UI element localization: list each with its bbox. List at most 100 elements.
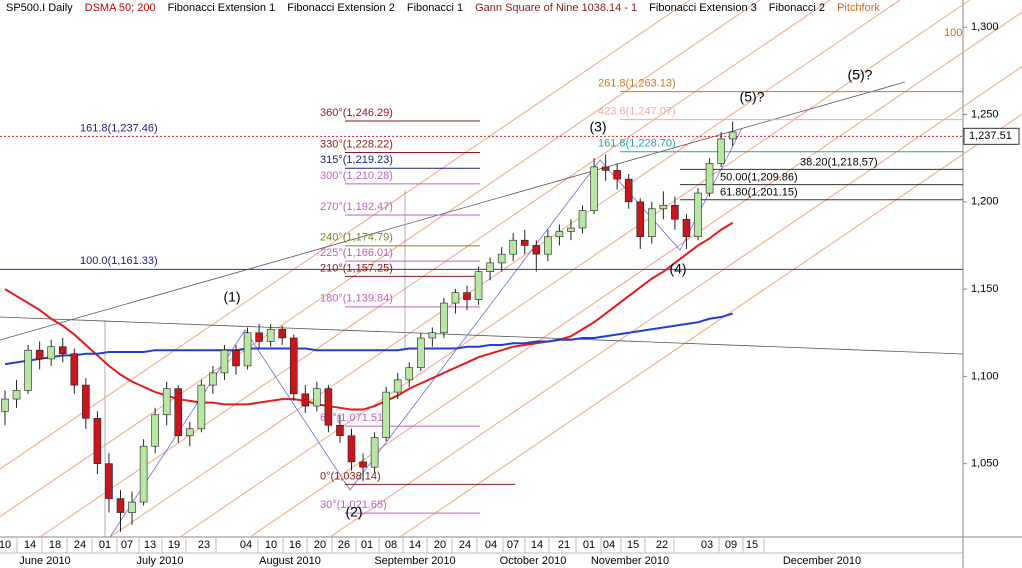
candle-body (266, 328, 275, 342)
candle-body (128, 501, 136, 513)
candle-body (370, 437, 379, 468)
month-label: June 2010 (19, 555, 70, 567)
wave-lines (109, 127, 743, 538)
gann-label: 240°(1,174.79) (320, 232, 393, 244)
candle-body (590, 166, 598, 211)
candle-body (624, 178, 633, 203)
candle-body (255, 332, 263, 342)
candle-body (324, 388, 333, 426)
candle-body (451, 292, 460, 304)
gann-label: 0°(1,038.14) (320, 470, 381, 482)
toolbar-item[interactable]: Gann Square of Nine 1038.14 - 1 (475, 2, 638, 14)
candle-body (474, 271, 483, 300)
candle-body (197, 384, 206, 430)
candle-body (93, 417, 102, 464)
gann-label: 60°(1,071.51) (320, 412, 387, 424)
candle-body (151, 414, 159, 447)
candle-body (186, 428, 194, 437)
candle-body (82, 384, 90, 419)
y-tick-label: 1,150 (971, 283, 999, 295)
candle-body (532, 245, 541, 255)
moving-average (4, 312, 733, 366)
toolbar-item[interactable]: Fibonacci Extension 2 (287, 2, 395, 14)
candle-body (347, 435, 356, 463)
candle-body (359, 461, 367, 468)
level-label: 161.8(1,237.46) (80, 122, 158, 134)
last-price-label: 1,237.51 (969, 130, 1012, 142)
x-tick-label: 26 (338, 539, 350, 551)
candle-body (416, 337, 425, 368)
gann-label: 180°(1,139.84) (320, 293, 393, 305)
candle-body (601, 166, 610, 171)
toolbar: SP500.I Daily DSMA 50; 200 Fibonacci Exten… (0, 0, 886, 17)
wave-label: (1) (223, 289, 240, 305)
x-tick-label: 21 (558, 539, 570, 551)
x-tick-label: 10 (0, 539, 11, 551)
toolbar-item[interactable]: SP500.I Daily (6, 2, 73, 14)
y-tick-label: 1,300 (971, 21, 999, 33)
extension-label: 161.8(1,228.70) (598, 138, 676, 150)
gann-label: 315°(1,219.23) (320, 154, 393, 166)
candle-body (12, 390, 21, 400)
last-price-box (963, 127, 1020, 145)
candle-body (613, 170, 621, 180)
wave-label: (5)? (848, 67, 873, 83)
candle-body (509, 239, 518, 255)
pitchfork-label: 100 (944, 27, 962, 39)
gann-label: 360°(1,246.29) (320, 107, 393, 119)
candle-body (289, 337, 298, 395)
candle-body (440, 302, 448, 334)
x-tick-label: 01 (583, 539, 595, 551)
candle-body (694, 192, 702, 238)
moving-average (4, 221, 734, 411)
wave-label: (5)? (740, 89, 765, 105)
month-label: December 2010 (783, 555, 861, 567)
candle-body (243, 332, 252, 367)
candle-body (35, 349, 44, 360)
x-tick-label: 13 (144, 539, 156, 551)
candle-body (382, 391, 390, 438)
toolbar-item[interactable]: Fibonacci 1 (406, 2, 464, 14)
x-tick-label: 18 (49, 539, 61, 551)
candle-body (405, 367, 414, 381)
x-tick-label: 20 (434, 539, 446, 551)
candle-body (463, 292, 471, 300)
x-tick-label: 15 (627, 539, 639, 551)
x-tick-label: 03 (701, 539, 713, 551)
y-tick-label: 1,250 (971, 108, 999, 120)
toolbar-item[interactable]: DSMA 50; 200 (84, 2, 156, 14)
x-tick-label: 24 (74, 539, 86, 551)
candle-body (162, 388, 171, 416)
candle-body (313, 388, 321, 407)
x-tick-label: 14 (409, 539, 421, 551)
candle-body (393, 379, 402, 393)
toolbar-item[interactable]: Fibonacci Extension 3 (649, 2, 757, 14)
candle-body (336, 424, 344, 437)
pitchfork (0, 0, 1022, 538)
y-tick-label: 1,050 (971, 458, 999, 470)
x-tick-label: 07 (507, 539, 519, 551)
trendlines (0, 81, 964, 537)
toolbar-item[interactable]: Fibonacci Extension 1 (167, 2, 276, 14)
candle-body (139, 445, 148, 503)
month-label: August 2010 (259, 555, 321, 567)
x-tick-label: 22 (656, 539, 668, 551)
gann-label: 300°(1,210.28) (320, 170, 393, 182)
candle-body (647, 208, 656, 238)
extension-label: 261.8(1,263.13) (598, 77, 676, 89)
x-tick-label: 07 (121, 539, 133, 551)
month-label: November 2010 (591, 555, 669, 567)
month-label: October 2010 (500, 555, 567, 567)
x-tick-label: 15 (746, 539, 758, 551)
candle-body (70, 353, 79, 386)
x-tick-label: 20 (314, 539, 326, 551)
y-tick-label: 1,200 (971, 196, 999, 208)
x-tick-label: 01 (361, 539, 373, 551)
x-tick-label: 14 (24, 539, 36, 551)
candle-body (1, 398, 9, 412)
toolbar-item[interactable]: Fibonacci 2 (768, 2, 826, 14)
toolbar-item[interactable]: Pitchfork (837, 2, 880, 14)
gann-label: 210°(1,157.25) (320, 262, 393, 274)
x-tick-label: 10 (265, 539, 277, 551)
candle-body (105, 463, 113, 499)
